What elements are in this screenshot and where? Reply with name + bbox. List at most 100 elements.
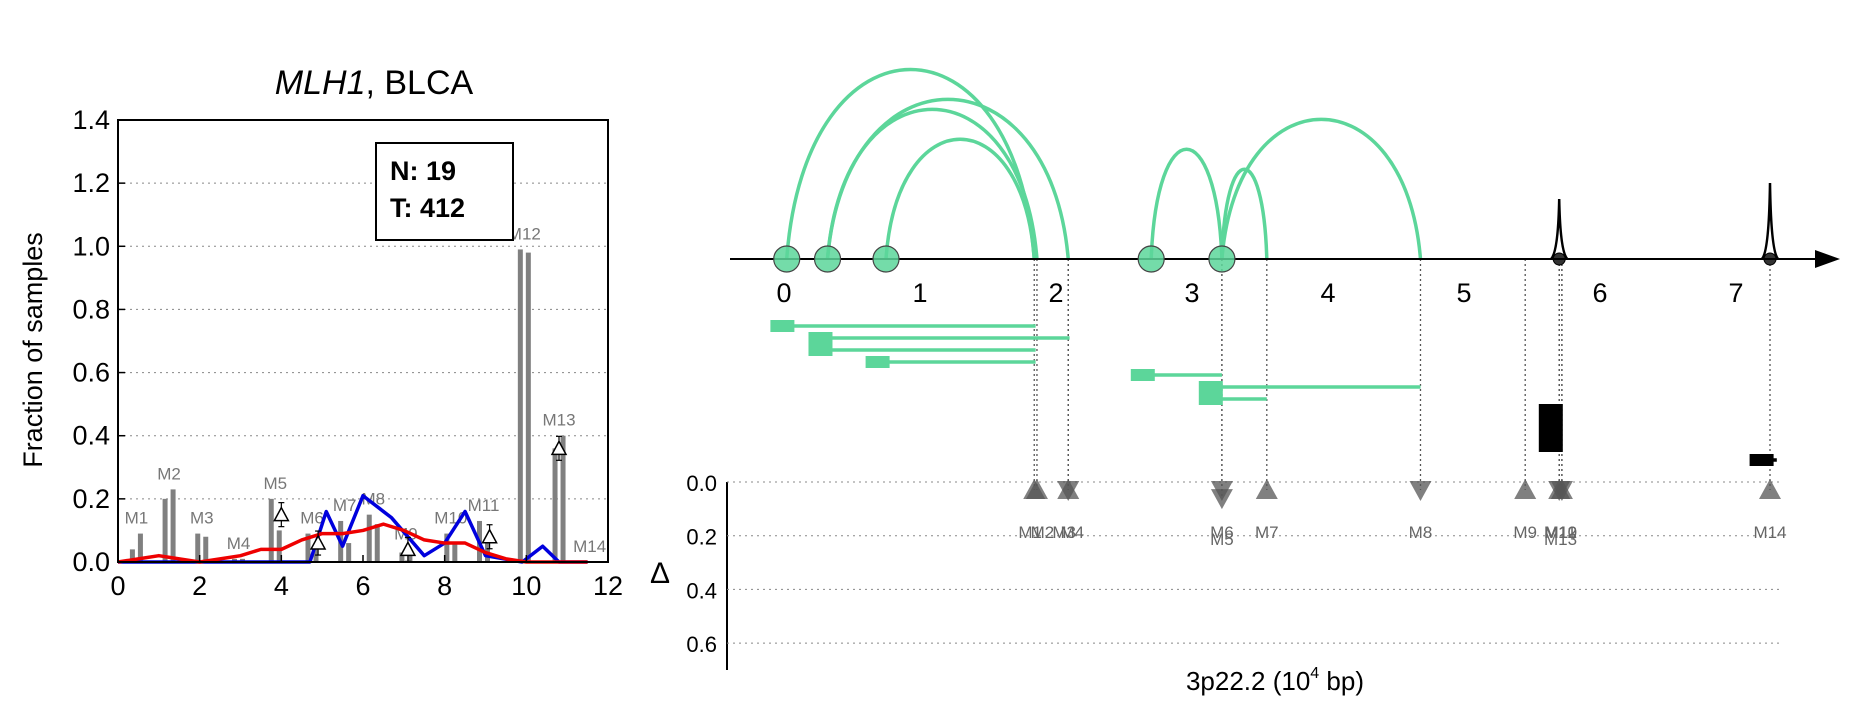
genomic-tick-label-7: 7 <box>1728 278 1743 308</box>
left-bar-chart: MLH1, BLCA Fraction of samples M1 M2 M3 M4 M… <box>18 64 623 601</box>
xtick-label-0: 0 <box>110 571 125 601</box>
left-legend-box: N: 19 T: 412 <box>375 142 514 241</box>
xtick-label-4: 8 <box>437 571 452 601</box>
xtick-label-3: 6 <box>355 571 370 601</box>
legend-n: N: 19 <box>390 156 456 186</box>
bar-label-M14: M14 <box>573 537 606 556</box>
bar-tumor-M10 <box>452 543 458 562</box>
marker-label-M11: M11 <box>1545 523 1577 542</box>
exon-node-0 <box>773 245 801 273</box>
isoform-block-4 <box>1130 369 1155 381</box>
genomic-tick-label-5: 5 <box>1456 278 1471 308</box>
bar-normal-M6 <box>305 533 311 562</box>
bar-normal-M8 <box>366 514 372 562</box>
left-chart-title: MLH1, BLCA <box>275 64 474 102</box>
isoform-block-5 <box>1198 381 1223 393</box>
xtick-label-5: 10 <box>511 571 541 601</box>
delta-marker-M9 <box>1514 479 1537 500</box>
delta-marker-0 <box>273 506 290 522</box>
bar-tumor-M1 <box>137 533 143 562</box>
delta-marker-3 <box>481 528 498 544</box>
junction-arc-3 <box>884 137 1036 260</box>
xtick-label-1: 2 <box>192 571 207 601</box>
delta-marker-M7 <box>1255 479 1278 500</box>
genomic-tick-label-6: 6 <box>1592 278 1607 308</box>
delta-marker-M2 <box>1025 479 1048 500</box>
isoform-block-7 <box>1538 404 1563 416</box>
bar-tumor-M12 <box>525 252 531 562</box>
marker-label-M12: M12 <box>1544 523 1577 542</box>
bar-normal-M3 <box>195 533 201 562</box>
xtick-label-6: 12 <box>593 571 623 601</box>
exon-node-4 <box>1208 245 1236 273</box>
bar-tumor-M6 <box>313 546 319 562</box>
bar-normal-M2 <box>162 498 168 562</box>
title-rest: , BLCA <box>365 64 473 102</box>
marker-label-M9: M9 <box>1513 523 1537 542</box>
series-line-1 <box>117 522 588 564</box>
bar-tumor-M11 <box>485 539 490 562</box>
delta-tick-label-1: 0.2 <box>686 525 717 550</box>
delta-tick-label-3: 0.6 <box>686 632 717 657</box>
marker-label-M3: M3 <box>1052 523 1076 542</box>
junction-arc-5 <box>1220 167 1269 260</box>
series-line-0 <box>118 493 588 564</box>
marker-label-M8: M8 <box>1409 523 1433 542</box>
delta-tick-label-0: 0.0 <box>686 471 717 496</box>
marker-label-M2: M2 <box>1031 523 1055 542</box>
junction-arc-0 <box>784 67 1036 260</box>
delta-marker-M13 <box>1550 481 1573 502</box>
ytick-label-2: 0.4 <box>72 421 110 451</box>
bar-label-M4: M4 <box>227 534 251 553</box>
bar-label-M13: M13 <box>543 411 576 430</box>
bar-label-M5: M5 <box>263 474 287 493</box>
coverage-peak-0 <box>1550 198 1569 260</box>
ytick-label-4: 0.8 <box>72 294 110 324</box>
delta-marker-M6 <box>1210 481 1233 502</box>
isoform-block-8 <box>1538 416 1563 428</box>
bar-normal-M12 <box>517 249 523 562</box>
delta-marker-M14 <box>1759 479 1781 500</box>
bar-tumor-M5 <box>276 530 282 562</box>
bar-label-M3: M3 <box>190 509 214 528</box>
bar-label-M8: M8 <box>361 490 385 509</box>
marker-label-M13: M13 <box>1544 530 1577 549</box>
marker-label-M5: M5 <box>1210 530 1234 549</box>
isoform-block-11 <box>1749 454 1774 466</box>
bar-normal-M13 <box>552 448 558 562</box>
junction-arc-6 <box>1220 117 1423 260</box>
delta-marker-1 <box>309 534 327 550</box>
bar-label-M11: M11 <box>468 496 500 515</box>
bar-normal-M9 <box>399 552 405 562</box>
genomic-tick-label-1: 1 <box>912 278 927 308</box>
delta-marker-4 <box>550 439 568 456</box>
bar-normal-M1 <box>129 549 135 562</box>
ytick-label-1: 0.2 <box>72 484 110 514</box>
delta-marker-M4 <box>1057 479 1080 500</box>
isoform-block-0 <box>770 320 795 332</box>
delta-marker-M8 <box>1409 481 1432 502</box>
isoform-block-9 <box>1538 428 1563 440</box>
ytick-label-3: 0.6 <box>72 358 110 388</box>
coverage-peak-1 <box>1760 182 1780 260</box>
isoform-block-3 <box>865 356 890 368</box>
genomic-tick-label-0: 0 <box>776 278 791 308</box>
ytick-label-7: 1.4 <box>72 105 110 135</box>
genomic-axis-arrow <box>1815 250 1840 268</box>
exon-node-2 <box>872 245 900 273</box>
marker-label-M4: M4 <box>1061 523 1085 542</box>
xtick-label-2: 4 <box>274 571 289 601</box>
left-ylabel: Fraction of samples <box>18 232 48 468</box>
bar-tumor-M8 <box>374 524 380 562</box>
marker-label-M7: M7 <box>1255 523 1279 542</box>
genomic-tick-label-4: 4 <box>1320 278 1335 308</box>
bar-label-M12: M12 <box>508 224 541 243</box>
marker-label-M10: M10 <box>1544 523 1577 542</box>
junction-arc-4 <box>1149 147 1224 260</box>
isoform-block-6 <box>1198 393 1223 405</box>
isoform-block-10 <box>1538 440 1563 452</box>
bar-tumor-M7 <box>346 543 352 562</box>
exon-node-3 <box>1137 245 1165 273</box>
